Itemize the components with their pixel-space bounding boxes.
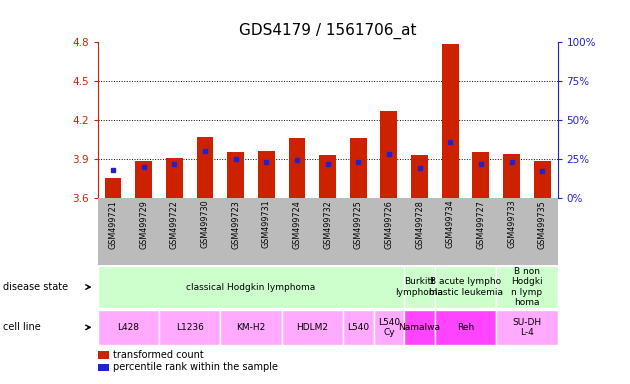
Text: GSM499730: GSM499730 bbox=[200, 200, 209, 248]
Bar bbox=[282, 310, 343, 344]
Text: GSM499729: GSM499729 bbox=[139, 200, 148, 249]
Text: B non
Hodgki
n lymp
homa: B non Hodgki n lymp homa bbox=[511, 267, 542, 307]
Bar bbox=[135, 162, 152, 198]
Text: GSM499725: GSM499725 bbox=[354, 200, 363, 249]
Text: GSM499733: GSM499733 bbox=[507, 200, 516, 248]
Text: percentile rank within the sample: percentile rank within the sample bbox=[113, 362, 278, 372]
Bar bbox=[435, 310, 496, 344]
Bar bbox=[220, 310, 282, 344]
Bar bbox=[98, 310, 159, 344]
Text: KM-H2: KM-H2 bbox=[236, 323, 266, 332]
Bar bbox=[404, 310, 435, 344]
Bar bbox=[319, 155, 336, 198]
Text: Namalwa: Namalwa bbox=[399, 323, 440, 332]
Text: L1236: L1236 bbox=[176, 323, 203, 332]
Bar bbox=[289, 138, 306, 198]
Bar bbox=[227, 152, 244, 198]
Text: GSM499726: GSM499726 bbox=[384, 200, 393, 248]
Bar bbox=[166, 157, 183, 198]
Text: GSM499728: GSM499728 bbox=[415, 200, 424, 248]
Bar bbox=[98, 266, 404, 308]
Text: disease state: disease state bbox=[3, 282, 68, 292]
Bar bbox=[435, 266, 496, 308]
Bar bbox=[381, 111, 398, 198]
Text: L540
Cy: L540 Cy bbox=[378, 318, 400, 337]
Text: classical Hodgkin lymphoma: classical Hodgkin lymphoma bbox=[186, 283, 316, 291]
Text: B acute lympho
blastic leukemia: B acute lympho blastic leukemia bbox=[428, 277, 503, 297]
Text: HDLM2: HDLM2 bbox=[296, 323, 328, 332]
Text: GSM499731: GSM499731 bbox=[262, 200, 271, 248]
Text: GSM499734: GSM499734 bbox=[446, 200, 455, 248]
Text: GSM499721: GSM499721 bbox=[108, 200, 117, 248]
Bar bbox=[503, 154, 520, 198]
Bar bbox=[105, 178, 122, 198]
Text: transformed count: transformed count bbox=[113, 350, 204, 360]
Bar bbox=[258, 151, 275, 198]
Bar bbox=[350, 138, 367, 198]
Text: Burkitt
lymphoma: Burkitt lymphoma bbox=[396, 277, 444, 297]
Bar bbox=[472, 152, 490, 198]
Bar bbox=[374, 310, 404, 344]
Text: GSM499723: GSM499723 bbox=[231, 200, 240, 248]
Text: L428: L428 bbox=[117, 323, 139, 332]
Bar bbox=[343, 310, 374, 344]
Text: GSM499722: GSM499722 bbox=[170, 200, 179, 249]
Text: L540: L540 bbox=[347, 323, 369, 332]
Text: cell line: cell line bbox=[3, 322, 41, 333]
Bar bbox=[159, 310, 220, 344]
Bar bbox=[442, 43, 459, 198]
Bar bbox=[534, 162, 551, 198]
Text: SU-DH
L-4: SU-DH L-4 bbox=[512, 318, 541, 337]
Bar bbox=[496, 310, 558, 344]
Bar bbox=[404, 266, 435, 308]
Title: GDS4179 / 1561706_at: GDS4179 / 1561706_at bbox=[239, 23, 416, 40]
Bar bbox=[496, 266, 558, 308]
Text: GSM499732: GSM499732 bbox=[323, 200, 332, 248]
Bar bbox=[411, 155, 428, 198]
Bar bbox=[197, 137, 214, 198]
Text: Reh: Reh bbox=[457, 323, 474, 332]
Text: GSM499724: GSM499724 bbox=[292, 200, 301, 248]
Text: GSM499735: GSM499735 bbox=[538, 200, 547, 248]
Text: GSM499727: GSM499727 bbox=[476, 200, 485, 249]
